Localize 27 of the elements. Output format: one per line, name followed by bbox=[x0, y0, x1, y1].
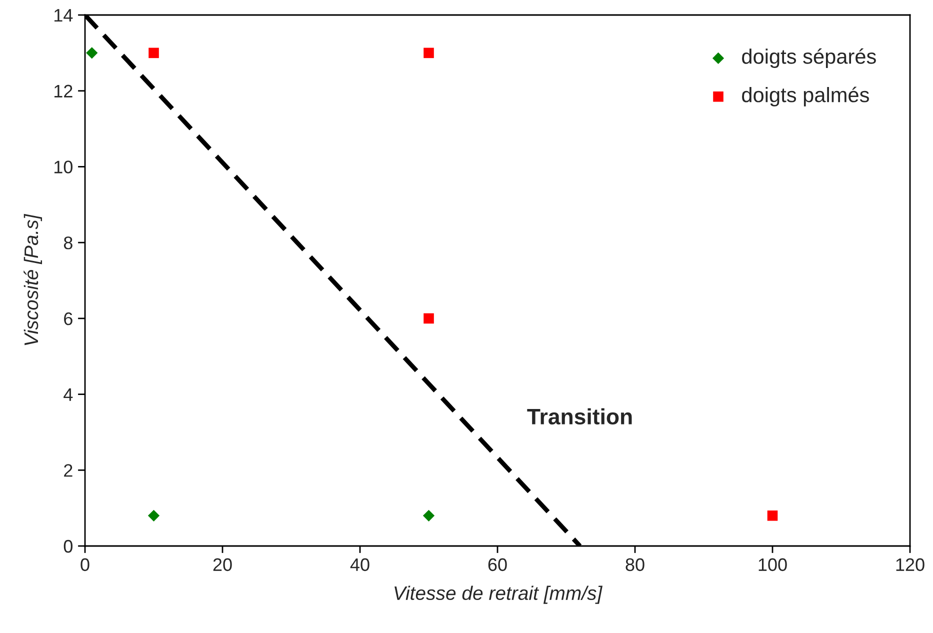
x-tick-label: 80 bbox=[626, 558, 644, 572]
point bbox=[148, 510, 160, 522]
y-tick-label: 0 bbox=[64, 540, 72, 553]
y-tick-label: 8 bbox=[64, 236, 72, 250]
legend-label: doigts séparés bbox=[742, 48, 876, 68]
point bbox=[86, 47, 98, 59]
legend-label: doigts palmés bbox=[742, 86, 869, 106]
x-tick-label: 20 bbox=[213, 558, 232, 572]
y-tick-label: 2 bbox=[64, 464, 72, 477]
y-tick-label: 14 bbox=[54, 9, 73, 22]
x-tick-label: 60 bbox=[488, 558, 507, 572]
point bbox=[424, 313, 434, 324]
x-tick-label: 120 bbox=[896, 558, 924, 572]
y-axis-title: Viscosité [Pa.s] bbox=[24, 214, 42, 346]
x-tick-label: 40 bbox=[350, 558, 370, 572]
point bbox=[422, 510, 435, 522]
point bbox=[424, 48, 434, 58]
x-tick-label: 0 bbox=[80, 558, 90, 572]
point bbox=[148, 48, 159, 58]
y-tick-label: 4 bbox=[64, 388, 73, 401]
annotation: Transition bbox=[527, 408, 632, 425]
x-axis-title: Vitesse de retrait [mm/s] bbox=[394, 586, 603, 604]
y-tick-label: 10 bbox=[54, 160, 72, 174]
x-tick-label: 100 bbox=[758, 558, 787, 572]
y-tick-label: 12 bbox=[54, 84, 72, 98]
y-tick-label: 6 bbox=[64, 312, 72, 326]
point bbox=[767, 510, 778, 521]
